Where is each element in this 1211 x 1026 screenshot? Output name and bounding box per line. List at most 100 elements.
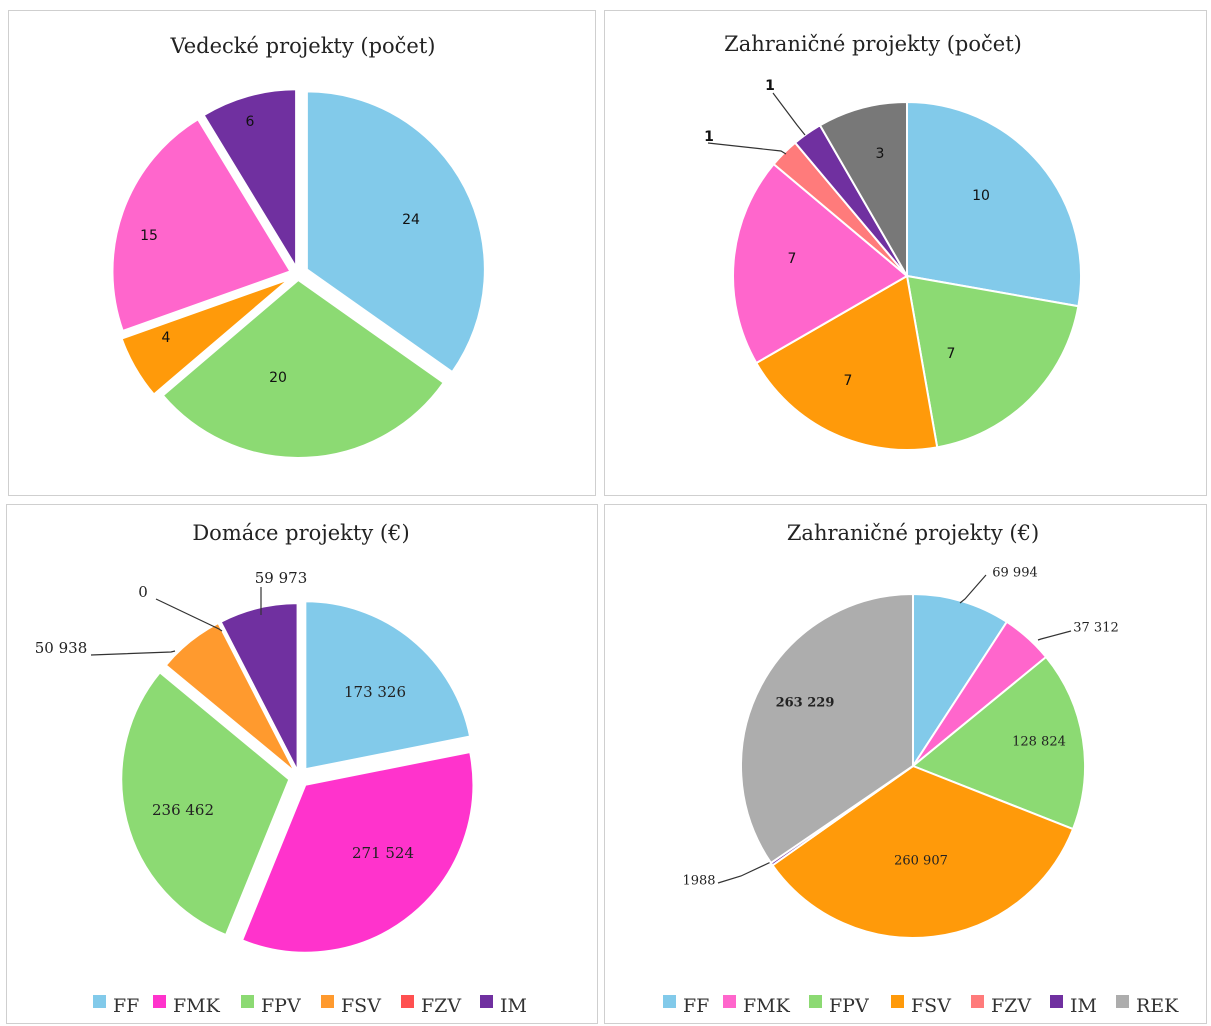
- data-label-fsv: 260 907: [894, 854, 948, 869]
- pie-slice-rek: [740, 592, 914, 865]
- data-label-ff: 69 994: [992, 566, 1038, 581]
- legend-label-fmk: FMK: [743, 995, 791, 1017]
- legend-label-ff: FF: [113, 995, 139, 1017]
- legend-swatch-ff: [663, 995, 676, 1008]
- legend-item-ff: FF: [663, 995, 709, 1017]
- data-label-fpv: 128 824: [1012, 735, 1066, 750]
- legend-swatch-fmk: [153, 995, 166, 1008]
- pie-chart-vedecke-pocet: Vedecké projekty (počet) 24 20 4 15 6: [111, 34, 486, 459]
- legend-label-fmk: FMK: [173, 995, 221, 1017]
- legend: FF FMK FPV FSV FZV IM: [93, 995, 527, 1017]
- legend-item-fsv: FSV: [321, 995, 381, 1017]
- pie-slice-fsv: [120, 278, 290, 396]
- legend-label-fsv: FSV: [911, 995, 951, 1017]
- chart-panel-zahranicne-eur: Zahraničné projekty (€) 69 994 37 312 128 …: [604, 504, 1207, 1024]
- legend-swatch-fzv: [971, 995, 984, 1008]
- legend-label-fpv: FPV: [829, 995, 869, 1017]
- legend-label-ff: FF: [683, 995, 709, 1017]
- pie-slice-fpv: [911, 655, 1086, 831]
- pie-slice-ff: [304, 600, 472, 771]
- data-label-fpv: 20: [269, 370, 287, 386]
- legend-swatch-fsv: [321, 995, 334, 1008]
- legend-item-fsv: FSV: [891, 995, 951, 1017]
- legend-item-im: IM: [480, 995, 527, 1017]
- data-label-im: 6: [246, 114, 255, 130]
- data-label-fmk: 7: [788, 251, 797, 267]
- data-label-fpv: 236 462: [152, 801, 214, 819]
- leader-line-fzv: [707, 142, 787, 155]
- chart-title: Zahraničné projekty (€): [787, 521, 1039, 545]
- pie-slice-fmk: [111, 117, 292, 333]
- legend-swatch-ff: [93, 995, 106, 1008]
- legend-label-fzv: FZV: [421, 995, 461, 1017]
- data-label-im: 59 973: [255, 569, 308, 587]
- pie-slice-fpv: [905, 274, 1080, 449]
- data-label-fsv: 7: [844, 373, 853, 389]
- data-label-ff: 10: [972, 188, 990, 204]
- leader-line-fzv: [155, 598, 223, 632]
- pie-slice-fsv: [164, 621, 297, 774]
- legend-swatch-rek: [1116, 995, 1129, 1008]
- legend-swatch-im: [480, 995, 493, 1008]
- data-label-ff: 173 326: [344, 683, 406, 701]
- data-label-rek: 263 229: [776, 696, 835, 711]
- legend-swatch-im: [1050, 995, 1063, 1008]
- legend-swatch-fmk: [723, 995, 736, 1008]
- legend-item-im: IM: [1050, 995, 1097, 1017]
- legend-item-fpv: FPV: [241, 995, 301, 1017]
- chart-panel-zahranicne-pocet: Zahraničné projekty (počet) 10 7 7 7 1 1 3: [604, 10, 1207, 496]
- legend-label-im: IM: [500, 995, 527, 1017]
- data-label-im: 1988: [682, 874, 715, 889]
- pie-slice-fpv: [161, 278, 446, 459]
- data-label-fzv: 1: [704, 129, 714, 145]
- pie-slice-ff: [305, 90, 486, 374]
- chart-panel-vedecke-pocet: Vedecké projekty (počet) 24 20 4 15 6: [8, 10, 596, 496]
- legend: FF FMK FPV FSV FZV IM REK: [663, 995, 1179, 1017]
- data-label-fzv: 0: [138, 583, 148, 601]
- pie-slice-im: [219, 602, 299, 772]
- legend-item-fzv: FZV: [971, 995, 1031, 1017]
- data-label-fmk: 15: [140, 228, 158, 244]
- leader-line-fsv: [90, 650, 176, 656]
- pie-slice-im: [202, 88, 298, 271]
- legend-swatch-fpv: [241, 995, 254, 1008]
- chart-title: Vedecké projekty (počet): [170, 34, 436, 58]
- pie-slice-fsv: [754, 274, 939, 451]
- data-label-fmk: 37 312: [1073, 621, 1119, 636]
- legend-swatch-fsv: [891, 995, 904, 1008]
- data-label-fpv: 7: [947, 346, 956, 362]
- chart-panel-domace-eur: Domáce projekty (€) 173 326 271 524 236 46…: [6, 504, 598, 1024]
- data-label-rek: 3: [876, 146, 885, 162]
- leader-line-im: [772, 92, 806, 136]
- data-label-fsv: 50 938: [35, 639, 88, 657]
- data-label-fmk: 271 524: [352, 844, 414, 862]
- leader-line-ff: [959, 574, 987, 604]
- pie-slice-fmk: [240, 750, 475, 954]
- leader-line-fmk: [1037, 630, 1072, 641]
- legend-label-im: IM: [1070, 995, 1097, 1017]
- pie-slice-fsv: [771, 764, 1075, 939]
- legend-label-rek: REK: [1136, 995, 1179, 1017]
- data-label-ff: 24: [402, 212, 420, 228]
- legend-item-fmk: FMK: [723, 995, 791, 1017]
- legend-item-fmk: FMK: [153, 995, 221, 1017]
- data-label-fsv: 4: [162, 330, 171, 346]
- chart-title: Domáce projekty (€): [192, 521, 409, 545]
- pie-slice-fpv: [120, 670, 291, 937]
- legend-item-ff: FF: [93, 995, 139, 1017]
- pie-chart-domace-eur: Domáce projekty (€) 173 326 271 524 236 46…: [35, 521, 527, 1017]
- legend-item-fpv: FPV: [809, 995, 869, 1017]
- pie-slice-rek: [818, 100, 908, 280]
- legend-label-fsv: FSV: [341, 995, 381, 1017]
- legend-swatch-fpv: [809, 995, 822, 1008]
- legend-item-fzv: FZV: [401, 995, 461, 1017]
- legend-label-fzv: FZV: [991, 995, 1031, 1017]
- legend-swatch-fzv: [401, 995, 414, 1008]
- pie-chart-zahranicne-pocet: Zahraničné projekty (počet) 10 7 7 7 1 1 3: [704, 32, 1082, 451]
- data-label-im: 1: [765, 78, 775, 94]
- pie-slice-ff: [906, 100, 1082, 308]
- legend-item-rek: REK: [1116, 995, 1179, 1017]
- pie-slice-fmk: [732, 162, 909, 365]
- legend-label-fpv: FPV: [261, 995, 301, 1017]
- leader-line-im: [717, 860, 774, 884]
